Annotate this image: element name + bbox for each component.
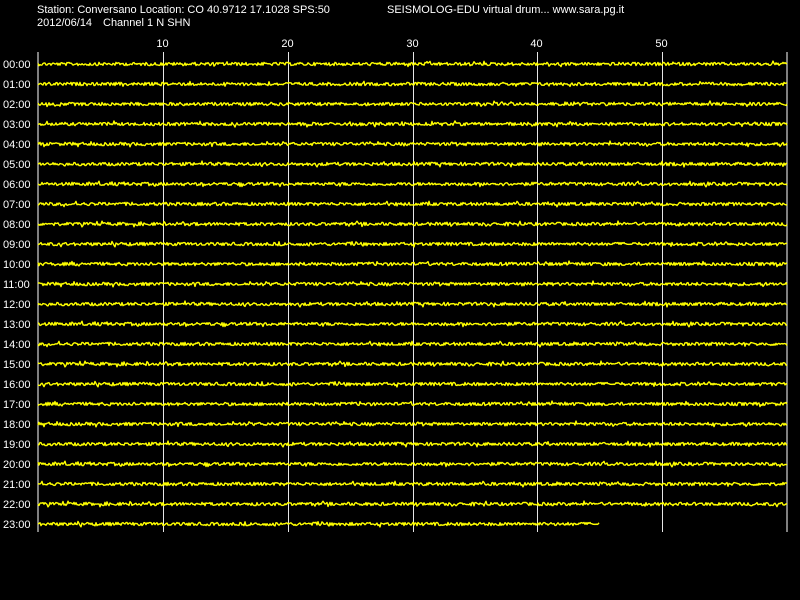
hour-label: 17:00 bbox=[3, 399, 31, 411]
hour-label: 07:00 bbox=[3, 199, 31, 211]
hour-label: 05:00 bbox=[3, 159, 31, 171]
seismic-trace bbox=[37, 360, 788, 368]
hour-label: 18:00 bbox=[3, 419, 31, 431]
seismic-trace bbox=[37, 220, 788, 228]
seismic-trace bbox=[37, 420, 788, 428]
hour-label: 11:00 bbox=[3, 279, 30, 291]
seismic-trace bbox=[37, 260, 788, 268]
record-date: 2012/06/14 bbox=[37, 17, 93, 29]
hour-label: 08:00 bbox=[3, 219, 31, 231]
grid-layer bbox=[37, 52, 788, 532]
minute-tick-label: 20 bbox=[281, 38, 293, 50]
hour-label: 06:00 bbox=[3, 179, 31, 191]
hour-label: 09:00 bbox=[3, 239, 31, 251]
seismic-trace bbox=[37, 180, 788, 188]
seismic-trace bbox=[37, 300, 788, 308]
hour-label: 13:00 bbox=[3, 319, 31, 331]
hour-label: 03:00 bbox=[3, 119, 31, 131]
hour-label: 04:00 bbox=[3, 139, 31, 151]
seismic-trace bbox=[37, 460, 787, 468]
label-layer: 10 20 30 40 50 00:00 01:00 02:00 03:00 04:00 05:00… bbox=[3, 38, 668, 531]
minute-tick-label: 10 bbox=[156, 38, 168, 50]
seismic-trace bbox=[37, 340, 788, 348]
seismic-trace bbox=[37, 500, 788, 508]
seismic-trace bbox=[37, 400, 788, 408]
hour-label: 15:00 bbox=[3, 359, 31, 371]
hour-label: 19:00 bbox=[3, 439, 31, 451]
seismic-trace bbox=[37, 200, 788, 208]
seismic-trace bbox=[37, 280, 788, 288]
hour-label: 20:00 bbox=[3, 459, 31, 471]
trace-layer bbox=[37, 60, 788, 528]
hour-label: 02:00 bbox=[3, 99, 31, 111]
channel-info: Channel 1 N SHN bbox=[103, 17, 191, 29]
hour-label: 21:00 bbox=[3, 479, 31, 491]
seismic-trace bbox=[37, 100, 788, 108]
seismic-trace bbox=[37, 320, 788, 328]
seismic-trace bbox=[37, 520, 600, 528]
minute-tick-label: 30 bbox=[406, 38, 418, 50]
seismic-trace bbox=[37, 80, 788, 88]
seismic-trace bbox=[37, 140, 788, 148]
minute-tick-label: 50 bbox=[655, 38, 667, 50]
seismic-trace bbox=[37, 160, 788, 168]
seismic-trace bbox=[37, 380, 788, 388]
hour-label: 16:00 bbox=[3, 379, 31, 391]
seismic-trace bbox=[37, 440, 788, 448]
seismic-trace bbox=[37, 240, 788, 248]
seismic-trace bbox=[37, 60, 788, 68]
software-title: SEISMOLOG-EDU virtual drum... www.sara.p… bbox=[387, 4, 625, 16]
seismic-trace bbox=[37, 480, 788, 488]
hour-label: 10:00 bbox=[3, 259, 31, 271]
hour-label: 14:00 bbox=[3, 339, 31, 351]
hour-label: 23:00 bbox=[3, 519, 31, 531]
hour-label: 00:00 bbox=[3, 59, 31, 71]
hour-label: 12:00 bbox=[3, 299, 31, 311]
seismic-trace bbox=[37, 120, 788, 128]
station-info: Station: Conversano Location: CO 40.9712… bbox=[37, 4, 330, 16]
hour-label: 22:00 bbox=[3, 499, 31, 511]
minute-tick-label: 40 bbox=[530, 38, 542, 50]
hour-label: 01:00 bbox=[3, 79, 31, 91]
